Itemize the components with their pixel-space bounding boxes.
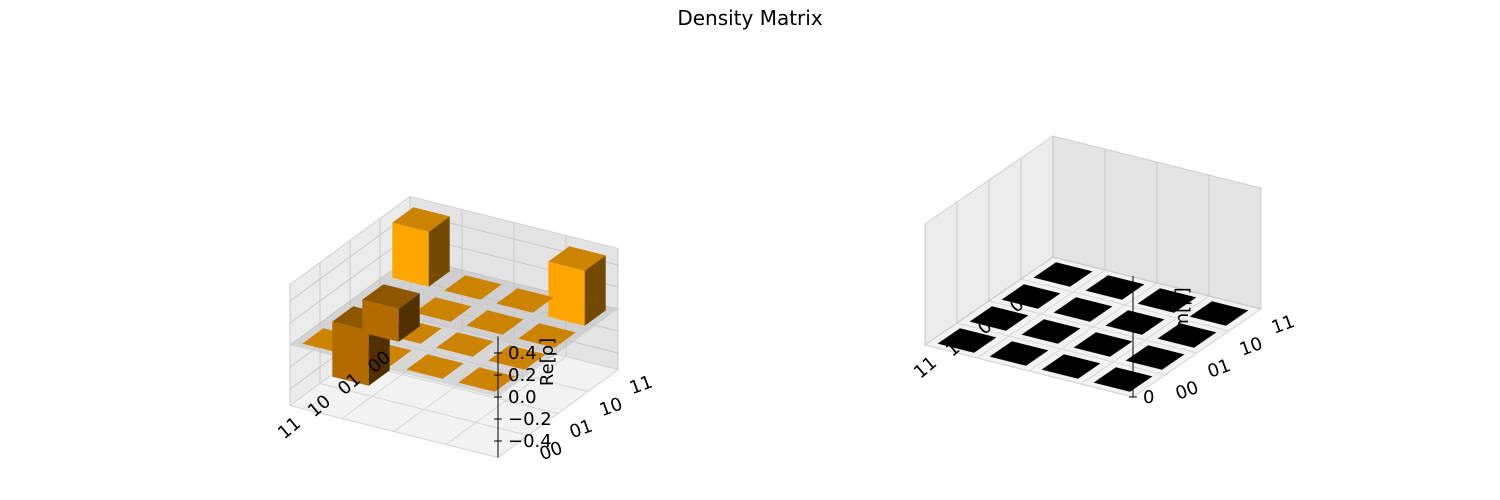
bar-00-00	[392, 207, 450, 287]
z-tick-label: 0.4	[508, 343, 537, 364]
bar-10-11	[488, 345, 546, 370]
bar-10-00	[969, 306, 1029, 331]
bar-10-10	[436, 332, 494, 357]
z-axis-label: Im[ρ]	[1172, 287, 1193, 335]
bar-side-face	[584, 255, 606, 326]
bar-00-01	[444, 275, 502, 300]
grid-line	[1020, 278, 1230, 332]
bar-top-face	[392, 207, 450, 232]
bar-11-10	[406, 354, 464, 379]
bar-00-11	[1189, 301, 1249, 326]
bar-01-10	[1105, 310, 1165, 335]
grid-line	[1080, 295, 1210, 385]
z-tick-label: 0.0	[508, 387, 537, 408]
bar-01-00	[1001, 284, 1061, 309]
row-tick-label: 11	[910, 352, 941, 383]
grid-line	[1132, 308, 1262, 398]
bar-10-11	[1125, 345, 1185, 370]
bar-11-01	[989, 341, 1049, 366]
col-tick-label: 01	[1205, 355, 1234, 383]
bar-00-10	[1137, 288, 1197, 313]
col-tick-label: 10	[597, 394, 626, 422]
bar-11-11	[1093, 367, 1153, 392]
col-tick-label: 01	[567, 416, 596, 444]
grid-line	[445, 356, 567, 445]
z-tick-label: −0.4	[508, 431, 552, 452]
bar-front-face	[362, 299, 399, 342]
bar-11-00	[937, 328, 997, 353]
z-tick-label: −0.2	[508, 409, 552, 430]
bar-11-11	[458, 367, 516, 392]
bar-top-face	[362, 284, 420, 309]
bar-front-face	[392, 222, 429, 287]
bar-01-00	[362, 284, 420, 342]
bar-side-face	[398, 293, 420, 342]
bar-front-face	[332, 321, 369, 386]
z-tick-label: 0	[1143, 387, 1154, 408]
col-tick-label: 11	[1269, 311, 1298, 339]
grid-line	[497, 369, 619, 458]
chart-title: Density Matrix	[677, 6, 823, 30]
bar-01-11	[518, 323, 576, 348]
row-tick-label: 11	[274, 413, 305, 444]
bar-01-11	[1157, 323, 1217, 348]
z-axis-label: Re[ρ]	[537, 338, 558, 386]
bar-10-01	[1021, 319, 1081, 344]
grid-line	[924, 256, 1262, 346]
col-tick-label: 10	[1237, 333, 1266, 361]
col-tick-label: 00	[1173, 377, 1202, 405]
bar-01-10	[466, 310, 524, 335]
bar-top-face	[548, 246, 606, 271]
bar-01-01	[414, 297, 472, 322]
grid-line	[1028, 282, 1158, 372]
bar-00-01	[1085, 275, 1145, 300]
bar-01-01	[1053, 297, 1113, 322]
z-tick-label: 0.2	[508, 365, 537, 386]
bar-00-11	[548, 246, 606, 326]
col-tick-label: 11	[627, 372, 656, 400]
bar-front-face	[548, 261, 585, 326]
bar-11-10	[1041, 354, 1101, 379]
bar-10-10	[1073, 332, 1133, 357]
bar-00-00	[1033, 262, 1093, 287]
bar-00-10	[496, 288, 554, 313]
bar-side-face	[428, 216, 450, 287]
